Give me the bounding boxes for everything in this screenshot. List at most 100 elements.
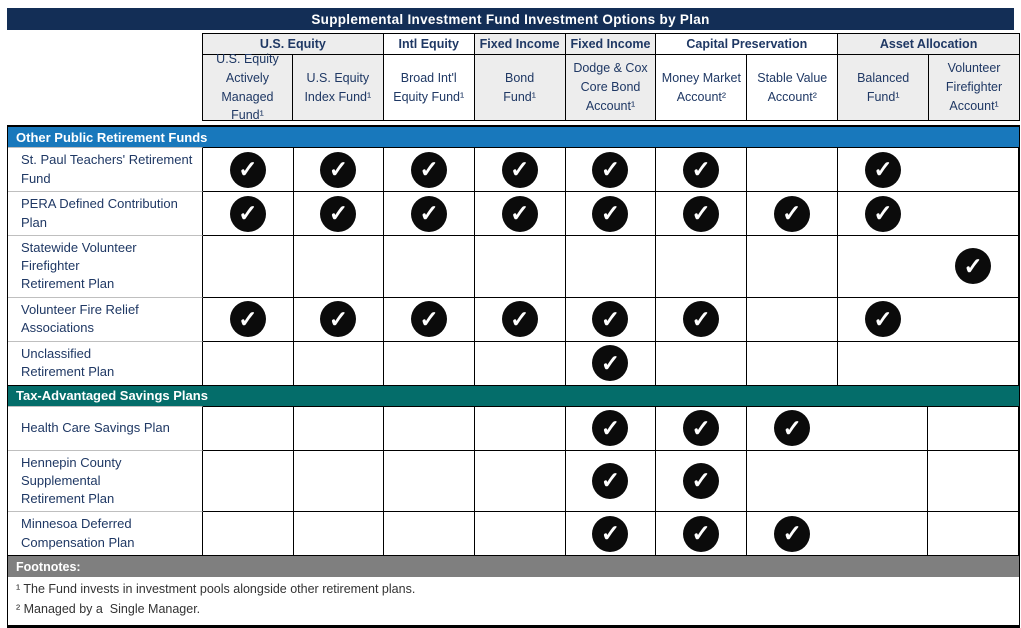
- column-group-header: Fixed Income: [474, 33, 566, 55]
- column-group-header: Asset Allocation: [838, 33, 1020, 55]
- plan-option-cell: [384, 235, 475, 297]
- check-icon: ✓: [501, 195, 538, 232]
- plan-option-cell: ✓: [656, 191, 747, 235]
- column-header: Balanced Fund¹: [838, 55, 930, 121]
- plan-option-cell: ✓: [746, 511, 838, 556]
- plan-option-cell: [746, 235, 838, 297]
- footnote-line: ² Managed by a Single Manager.: [16, 601, 201, 616]
- check-icon: ✓: [501, 151, 538, 188]
- check-icon: ✓: [592, 515, 629, 552]
- section-header: Other Public Retirement Funds: [8, 126, 1019, 147]
- header-blank-cell: [7, 33, 202, 55]
- plan-option-cell: [928, 511, 1019, 556]
- footnotes-area: ¹ The Fund invests in investment pools a…: [8, 577, 1019, 625]
- plan-option-cell: [837, 235, 929, 297]
- plan-option-cell: ✓: [474, 191, 566, 235]
- check-icon: ✓: [683, 462, 720, 499]
- plan-option-cell: ✓: [203, 296, 294, 341]
- plan-option-cell: ✓: [746, 405, 838, 450]
- check-icon: ✓: [955, 248, 992, 285]
- plan-option-cell: [837, 340, 929, 385]
- check-icon: ✓: [592, 301, 629, 338]
- plan-option-cell: ✓: [837, 147, 929, 191]
- check-icon: ✓: [411, 195, 448, 232]
- plan-option-cell: [293, 511, 385, 556]
- table-body-grid: Other Public Retirement Funds St. Paul Te…: [7, 125, 1020, 628]
- plan-option-cell: [203, 449, 294, 512]
- plan-option-cell: ✓: [474, 296, 566, 341]
- plan-row-label: Health Care Savings Plan: [8, 405, 203, 450]
- plan-option-cell: [474, 235, 566, 297]
- plan-option-cell: [746, 296, 838, 341]
- column-header: Stable Value Account²: [747, 55, 839, 121]
- column-group-header: Fixed Income: [565, 33, 657, 55]
- column-header: Dodge & Cox Core Bond Account¹: [565, 55, 657, 121]
- check-icon: ✓: [683, 195, 720, 232]
- plan-option-cell: ✓: [474, 147, 566, 191]
- column-group-header: U.S. Equity: [202, 33, 384, 55]
- column-group-header: Capital Preservation: [656, 33, 839, 55]
- column-header: Volunteer Firefighter Account¹: [929, 55, 1020, 121]
- check-icon: ✓: [411, 301, 448, 338]
- check-icon: ✓: [320, 151, 357, 188]
- plan-option-cell: [474, 340, 566, 385]
- column-header: Bond Fund¹: [474, 55, 566, 121]
- check-icon: ✓: [774, 515, 811, 552]
- plan-option-cell: ✓: [565, 405, 657, 450]
- check-icon: ✓: [864, 151, 901, 188]
- footnotes-header: Footnotes:: [8, 555, 1019, 578]
- plan-option-cell: [474, 511, 566, 556]
- plan-option-cell: [293, 340, 385, 385]
- plan-option-cell: ✓: [203, 147, 294, 191]
- plan-option-cell: ✓: [656, 147, 747, 191]
- plan-option-cell: ✓: [928, 235, 1019, 297]
- column-group-header: Intl Equity: [383, 33, 475, 55]
- plan-option-cell: [565, 235, 657, 297]
- plan-option-cell: ✓: [746, 191, 838, 235]
- plan-option-cell: [293, 449, 385, 512]
- plan-option-cell: ✓: [565, 340, 657, 385]
- check-icon: ✓: [774, 410, 811, 447]
- check-icon: ✓: [592, 345, 629, 382]
- plan-option-cell: [928, 405, 1019, 450]
- plan-option-cell: [203, 511, 294, 556]
- column-header: U.S. Equity Index Fund¹: [292, 55, 384, 121]
- plan-option-cell: [293, 235, 385, 297]
- check-icon: ✓: [592, 151, 629, 188]
- plan-option-cell: [746, 147, 838, 191]
- plan-option-cell: [928, 296, 1019, 341]
- plan-option-cell: ✓: [293, 147, 385, 191]
- plan-option-cell: [384, 511, 475, 556]
- plan-row-label: St. Paul Teachers' Retirement Fund: [8, 147, 203, 191]
- check-icon: ✓: [229, 195, 266, 232]
- plan-option-cell: [928, 147, 1019, 191]
- check-icon: ✓: [683, 515, 720, 552]
- plan-row-label: Unclassified Retirement Plan: [8, 340, 203, 385]
- plan-option-cell: [474, 405, 566, 450]
- check-icon: ✓: [864, 195, 901, 232]
- investment-options-table: Supplemental Investment Fund Investment …: [7, 8, 1020, 628]
- plan-option-cell: ✓: [656, 449, 747, 512]
- plan-option-cell: [837, 511, 929, 556]
- column-header: Money Market Account²: [656, 55, 748, 121]
- header-blank-cell: [7, 55, 202, 121]
- plan-option-cell: [384, 405, 475, 450]
- column-header-grid: U.S. Equity Intl Equity Fixed Income Fixed …: [7, 33, 1020, 122]
- check-icon: ✓: [683, 301, 720, 338]
- plan-option-cell: [746, 340, 838, 385]
- check-icon: ✓: [411, 151, 448, 188]
- plan-row-label: PERA Defined Contribution Plan: [8, 191, 203, 235]
- plan-option-cell: ✓: [656, 405, 747, 450]
- check-icon: ✓: [592, 410, 629, 447]
- plan-option-cell: [384, 449, 475, 512]
- plan-option-cell: [656, 235, 747, 297]
- plan-option-cell: [474, 449, 566, 512]
- footnote-line: ¹ The Fund invests in investment pools a…: [16, 582, 416, 597]
- plan-option-cell: ✓: [384, 191, 475, 235]
- check-icon: ✓: [501, 301, 538, 338]
- plan-option-cell: [837, 449, 929, 512]
- plan-option-cell: ✓: [565, 449, 657, 512]
- check-icon: ✓: [683, 410, 720, 447]
- check-icon: ✓: [229, 301, 266, 338]
- check-icon: ✓: [320, 195, 357, 232]
